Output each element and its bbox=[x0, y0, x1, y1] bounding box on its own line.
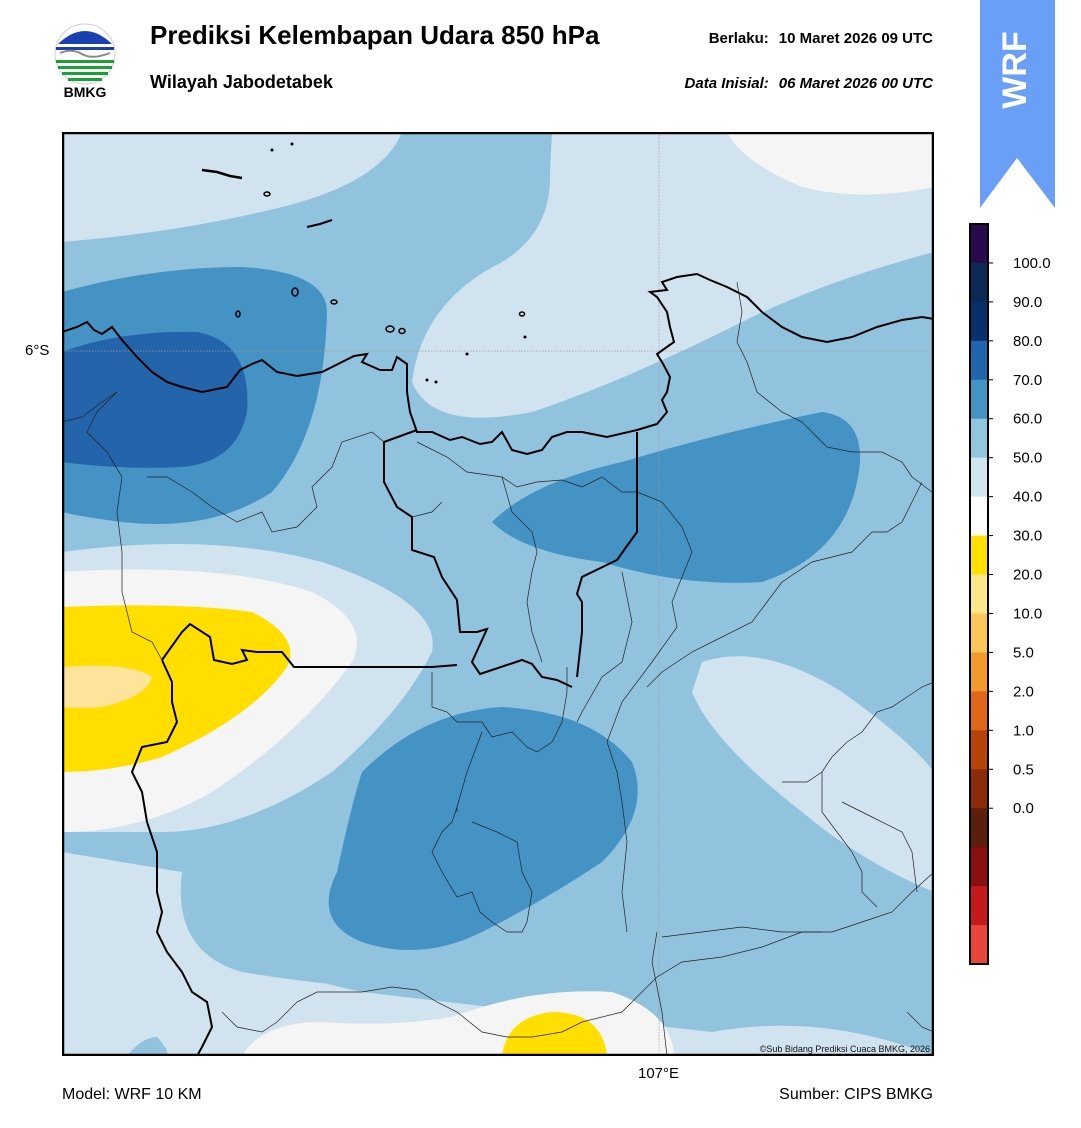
island-1 bbox=[201, 168, 243, 180]
logo-label: BMKG bbox=[63, 84, 107, 100]
contour-60-70-small bbox=[127, 1037, 168, 1056]
colorbar-segment bbox=[970, 613, 988, 653]
island-7 bbox=[235, 310, 241, 318]
island-4 bbox=[291, 287, 299, 297]
colorbar-segment bbox=[970, 808, 988, 848]
coastline bbox=[62, 272, 934, 456]
island-11 bbox=[270, 148, 274, 152]
contour-40-50-northeast bbox=[727, 132, 934, 195]
contour-70-80-east bbox=[492, 412, 861, 583]
colorbar-frame bbox=[969, 223, 989, 965]
colorbar-segment bbox=[970, 535, 988, 576]
contour-70-80-south bbox=[328, 707, 638, 950]
colorbar-segment bbox=[970, 496, 988, 537]
colorbar-segment bbox=[970, 224, 988, 264]
init-label: Data Inisial: bbox=[684, 75, 769, 92]
colorbar-tick-label: 1.0 bbox=[1013, 722, 1034, 739]
colorbar-tick-label: 0.0 bbox=[1013, 800, 1034, 817]
province-boundary-west-java-north bbox=[575, 432, 638, 678]
colorbar-tick-label: 50.0 bbox=[1013, 450, 1042, 467]
valid-value: 10 Maret 2026 09 UTC bbox=[778, 30, 933, 47]
colorbar-tick-label: 10.0 bbox=[1013, 605, 1042, 622]
island-13 bbox=[434, 380, 438, 384]
colorbar-segment bbox=[970, 691, 988, 731]
latitude-label: 6°S bbox=[25, 342, 50, 359]
colorbar-segment bbox=[970, 925, 988, 965]
init-time: Data Inisial: 06 Maret 2026 00 UTC bbox=[600, 75, 933, 92]
island-6 bbox=[398, 327, 406, 335]
colorbar-segment bbox=[970, 574, 988, 614]
colorbar-tick-label: 60.0 bbox=[1013, 411, 1042, 428]
island-14 bbox=[465, 352, 469, 356]
contour-50-60-north-center bbox=[412, 132, 934, 418]
bmkg-logo bbox=[54, 23, 116, 85]
colorbar-tick-label: 90.0 bbox=[1013, 294, 1042, 311]
island-5 bbox=[385, 325, 395, 333]
contour-50-60-top-left bbox=[62, 132, 402, 242]
province-boundary-banten-jakarta bbox=[383, 429, 573, 688]
colorbar-segment bbox=[970, 652, 988, 692]
contour-20-30-west bbox=[62, 665, 152, 708]
longitude-label: 107°E bbox=[638, 1065, 680, 1082]
init-value: 06 Maret 2026 00 UTC bbox=[778, 75, 933, 92]
model-label: Model: WRF 10 KM bbox=[62, 1086, 202, 1103]
source-label: Sumber: CIPS BMKG bbox=[779, 1086, 933, 1103]
colorbar-tick-label: 40.0 bbox=[1013, 489, 1042, 506]
island-15 bbox=[523, 335, 527, 339]
island-9 bbox=[518, 311, 526, 317]
island-10 bbox=[290, 142, 294, 146]
colorbar-segment bbox=[970, 301, 988, 342]
valid-label: Berlaku: bbox=[708, 30, 769, 47]
humidity-map: ©Sub Bidang Prediksi Cuaca BMKG, 2026 bbox=[62, 132, 934, 1056]
colorbar-segment bbox=[970, 262, 988, 303]
colorbar: 100.0 90.0 80.0 70.0 60.0 50.0 40.0 30.0 20.0 10.… bbox=[969, 223, 1051, 965]
colorbar-segment bbox=[970, 769, 988, 809]
colorbar-segment bbox=[970, 379, 988, 420]
colorbar-segment bbox=[970, 847, 988, 887]
colorbar-tick-label: 0.5 bbox=[1013, 761, 1034, 778]
province-boundary-banten-south bbox=[130, 659, 214, 1056]
map-frame bbox=[62, 132, 934, 1056]
colorbar-segment bbox=[970, 418, 988, 459]
wrf-badge: WRF bbox=[980, 0, 1055, 208]
contour-50-60-east bbox=[692, 656, 934, 892]
colorbar-tick-label: 2.0 bbox=[1013, 683, 1034, 700]
colorbar-segment bbox=[970, 340, 988, 381]
contour-80-90-northwest bbox=[62, 331, 248, 468]
island-12 bbox=[425, 378, 429, 382]
island-2 bbox=[306, 219, 333, 228]
regency-boundaries bbox=[62, 281, 934, 1056]
region-subtitle: Wilayah Jabodetabek bbox=[150, 72, 333, 92]
colorbar-tick-label: 80.0 bbox=[1013, 333, 1042, 350]
contour-30-40-west bbox=[62, 605, 291, 772]
colorbar-tick-label: 20.0 bbox=[1013, 567, 1042, 584]
colorbar-tick-label: 100.0 bbox=[1013, 255, 1051, 272]
colorbar-tick-label: 30.0 bbox=[1013, 528, 1042, 545]
colorbar-tick-label: 5.0 bbox=[1013, 644, 1034, 661]
province-boundary-banten-west bbox=[161, 622, 458, 668]
map-credit: ©Sub Bidang Prediksi Cuaca BMKG, 2026 bbox=[760, 1044, 930, 1054]
page-title: Prediksi Kelembapan Udara 850 hPa bbox=[150, 20, 600, 50]
badge-text: WRF bbox=[996, 31, 1034, 108]
colorbar-segment bbox=[970, 730, 988, 770]
valid-time: Berlaku: 10 Maret 2026 09 UTC bbox=[600, 30, 933, 47]
colorbar-segment bbox=[970, 886, 988, 926]
island-8 bbox=[330, 299, 338, 305]
colorbar-segment bbox=[970, 457, 988, 498]
island-3 bbox=[263, 191, 271, 197]
colorbar-tick-label: 70.0 bbox=[1013, 372, 1042, 389]
